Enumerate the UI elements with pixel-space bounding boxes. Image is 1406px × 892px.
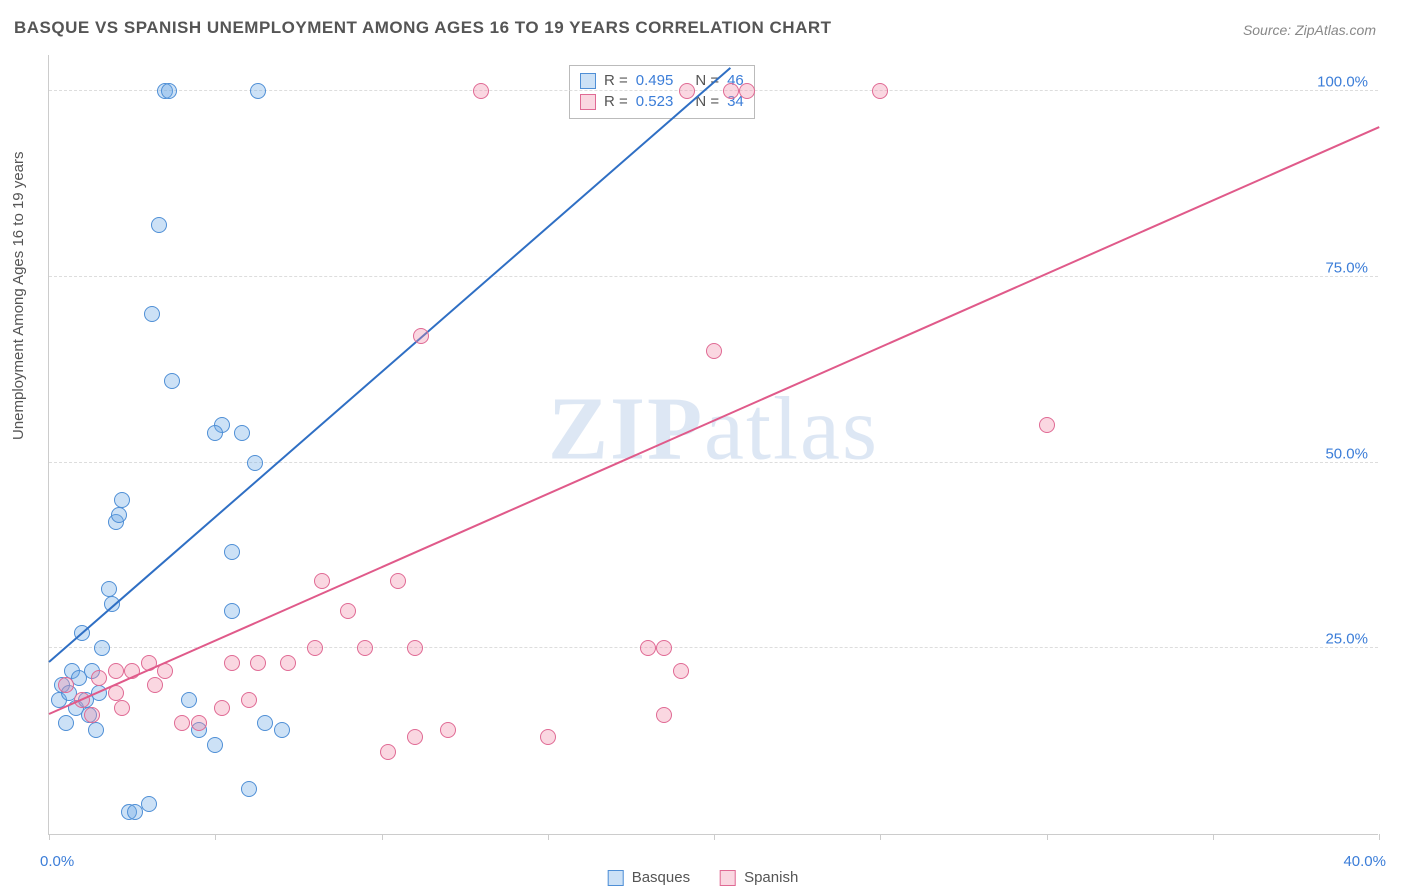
data-point (114, 700, 130, 716)
swatch-basques-icon (608, 870, 624, 886)
x-tick (548, 834, 549, 840)
data-point (58, 677, 74, 693)
data-point (280, 655, 296, 671)
data-point (161, 83, 177, 99)
r-prefix: R = (604, 72, 628, 89)
data-point (164, 373, 180, 389)
legend-label-basques: Basques (632, 869, 690, 886)
data-point (314, 573, 330, 589)
data-point (679, 83, 695, 99)
data-point (207, 425, 223, 441)
gridline (49, 276, 1378, 277)
data-point (723, 83, 739, 99)
gridline (49, 90, 1378, 91)
x-tick (49, 834, 50, 840)
y-axis-label: Unemployment Among Ages 16 to 19 years (10, 151, 27, 440)
data-point (147, 677, 163, 693)
data-point (141, 796, 157, 812)
legend-item-basques: Basques (608, 869, 690, 886)
r-value-spanish: 0.523 (636, 93, 674, 110)
legend: Basques Spanish (608, 869, 799, 886)
swatch-spanish-icon (720, 870, 736, 886)
legend-item-spanish: Spanish (720, 869, 798, 886)
data-point (151, 217, 167, 233)
data-point (114, 492, 130, 508)
watermark: ZIPatlas (548, 377, 879, 480)
data-point (340, 603, 356, 619)
x-tick (880, 834, 881, 840)
data-point (224, 655, 240, 671)
data-point (207, 737, 223, 753)
r-prefix: R = (604, 93, 628, 110)
data-point (214, 700, 230, 716)
data-point (84, 707, 100, 723)
x-tick (1379, 834, 1380, 840)
x-tick (215, 834, 216, 840)
correlation-row-spanish: R = 0.523 N = 34 (580, 91, 744, 112)
y-tick-label: 25.0% (1325, 631, 1368, 648)
watermark-zip: ZIP (548, 379, 704, 478)
data-point (673, 663, 689, 679)
correlation-row-basques: R = 0.495 N = 46 (580, 70, 744, 91)
data-point (413, 328, 429, 344)
x-tick (1047, 834, 1048, 840)
data-point (224, 544, 240, 560)
data-point (872, 83, 888, 99)
data-point (407, 729, 423, 745)
x-axis-label-right: 40.0% (1343, 853, 1386, 870)
gridline (49, 647, 1378, 648)
chart-title: BASQUE VS SPANISH UNEMPLOYMENT AMONG AGE… (14, 18, 832, 38)
x-tick (382, 834, 383, 840)
data-point (274, 722, 290, 738)
data-point (656, 707, 672, 723)
data-point (58, 715, 74, 731)
data-point (111, 507, 127, 523)
data-point (250, 655, 266, 671)
data-point (706, 343, 722, 359)
source-label: Source: ZipAtlas.com (1243, 22, 1376, 38)
x-tick (714, 834, 715, 840)
data-point (640, 640, 656, 656)
data-point (108, 663, 124, 679)
data-point (94, 640, 110, 656)
watermark-atlas: atlas (704, 379, 879, 478)
y-tick-label: 50.0% (1325, 445, 1368, 462)
data-point (88, 722, 104, 738)
data-point (247, 455, 263, 471)
y-tick-label: 100.0% (1317, 74, 1368, 91)
r-value-basques: 0.495 (636, 72, 674, 89)
data-point (181, 692, 197, 708)
legend-label-spanish: Spanish (744, 869, 798, 886)
data-point (656, 640, 672, 656)
data-point (739, 83, 755, 99)
data-point (250, 83, 266, 99)
plot-area: ZIPatlas R = 0.495 N = 46 R = 0.523 N = … (48, 55, 1378, 835)
trend-line (48, 67, 731, 663)
data-point (91, 670, 107, 686)
data-point (241, 692, 257, 708)
data-point (241, 781, 257, 797)
data-point (390, 573, 406, 589)
data-point (101, 581, 117, 597)
data-point (357, 640, 373, 656)
data-point (257, 715, 273, 731)
swatch-spanish-icon (580, 94, 596, 110)
data-point (407, 640, 423, 656)
x-tick (1213, 834, 1214, 840)
data-point (1039, 417, 1055, 433)
swatch-basques-icon (580, 73, 596, 89)
y-tick-label: 75.0% (1325, 259, 1368, 276)
trend-line (49, 126, 1380, 715)
data-point (234, 425, 250, 441)
data-point (380, 744, 396, 760)
data-point (440, 722, 456, 738)
x-axis-label-left: 0.0% (40, 853, 74, 870)
data-point (191, 715, 207, 731)
data-point (174, 715, 190, 731)
data-point (224, 603, 240, 619)
data-point (540, 729, 556, 745)
data-point (144, 306, 160, 322)
data-point (307, 640, 323, 656)
data-point (473, 83, 489, 99)
